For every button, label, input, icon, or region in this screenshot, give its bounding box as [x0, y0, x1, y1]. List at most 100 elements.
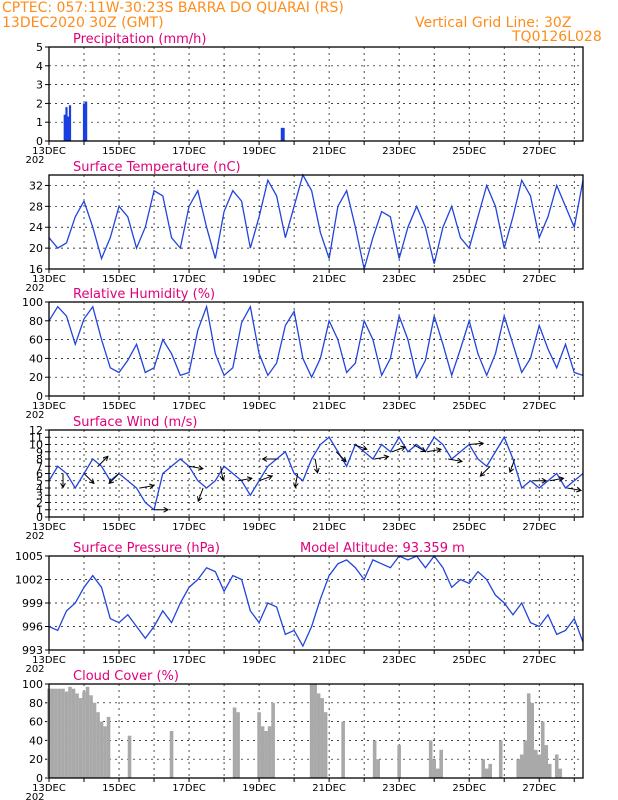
y-tick-label: 0	[36, 135, 43, 148]
y-tick-label: 20	[29, 371, 43, 384]
data-bar	[50, 688, 55, 778]
x-tick-label: 17DEC	[172, 655, 206, 666]
data-bar	[236, 712, 240, 778]
data-bar	[64, 691, 69, 778]
year-fragment: 202	[25, 664, 44, 675]
x-tick-label: 19DEC	[242, 274, 276, 285]
panel-frame	[48, 46, 584, 142]
x-tick-label: 25DEC	[452, 783, 486, 794]
x-tick-label: 27DEC	[522, 522, 556, 533]
y-tick-label: 20	[29, 242, 43, 255]
data-bar	[376, 759, 380, 778]
wind-arrow	[427, 447, 442, 453]
panel-frame	[48, 555, 584, 651]
x-tick-label: 17DEC	[172, 146, 206, 157]
data-bar	[432, 759, 436, 778]
data-bar	[57, 688, 62, 778]
series-line	[48, 304, 584, 380]
wind-arrow	[258, 474, 274, 482]
x-tick-label: 15DEC	[102, 783, 136, 794]
data-bar	[435, 768, 440, 778]
y-tick-label: 0	[36, 772, 43, 785]
y-tick-label: 28	[29, 200, 43, 213]
panel-title: Precipitation (mm/h)	[73, 32, 206, 47]
header-station: CPTEC: 057:11W-30:23S BARRA DO QUARAI (R…	[2, 0, 344, 16]
data-bar	[99, 721, 104, 778]
x-tick-label: 23DEC	[382, 783, 416, 794]
y-tick-label: 12	[29, 424, 43, 437]
year-fragment: 202	[25, 531, 44, 542]
x-tick-label: 17DEC	[172, 783, 206, 794]
x-tick-label: 17DEC	[172, 401, 206, 412]
x-tick-label: 13DEC	[32, 274, 66, 285]
panel-3: 0 20 40 60 80 100 13DEC 15DEC 17DEC 19DEC 21DEC 23D…	[22, 287, 584, 421]
data-bar	[78, 698, 83, 778]
header-date: 13DEC2020 30Z (GMT)	[2, 15, 164, 31]
y-tick-label: 20	[29, 753, 43, 766]
y-tick-label: 3	[36, 489, 43, 502]
data-bar	[92, 702, 97, 778]
y-tick-label: 100	[22, 296, 43, 309]
wind-arrow	[293, 473, 299, 489]
x-tick-label: 15DEC	[102, 274, 136, 285]
data-bar	[54, 688, 58, 778]
data-bar	[316, 693, 321, 778]
data-bar	[516, 759, 521, 778]
panel-frame	[48, 301, 584, 397]
x-tick-label: 21DEC	[312, 522, 346, 533]
y-tick-label: 40	[29, 352, 43, 365]
x-tick-label: 21DEC	[312, 401, 346, 412]
y-tick-label: 2	[36, 97, 43, 110]
y-tick-label: 32	[29, 179, 43, 192]
panel-subtitle: Model Altitude: 93.359 m	[300, 541, 465, 556]
x-tick-label: 17DEC	[172, 522, 206, 533]
x-tick-label: 13DEC	[32, 146, 66, 157]
y-tick-label: 5	[36, 41, 43, 54]
data-bar	[498, 740, 503, 778]
data-bar	[85, 686, 90, 778]
x-tick-label: 13DEC	[32, 655, 66, 666]
data-bar	[271, 702, 275, 778]
wind-arrow	[60, 473, 66, 489]
x-tick-label: 27DEC	[522, 655, 556, 666]
x-tick-label: 13DEC	[32, 783, 66, 794]
series-line	[48, 554, 584, 648]
year-fragment: 202	[25, 283, 44, 294]
x-tick-label: 19DEC	[242, 783, 276, 794]
data-bar	[323, 712, 328, 778]
data-bar	[232, 707, 237, 778]
header-code: TQ0126L028	[512, 29, 602, 45]
y-tick-label: 3	[36, 79, 43, 92]
y-tick-label: 5	[36, 475, 43, 488]
panel-title: Surface Temperature (nC)	[73, 160, 241, 175]
year-fragment: 202	[25, 792, 44, 800]
data-bar	[320, 698, 324, 778]
y-tick-label: 9	[36, 446, 43, 459]
panel-title: Cloud Cover (%)	[73, 669, 179, 684]
y-tick-label: 999	[22, 597, 43, 610]
x-tick-label: 25DEC	[452, 655, 486, 666]
x-tick-label: 19DEC	[242, 522, 276, 533]
data-bar	[65, 107, 68, 141]
header-grid-note: Vertical Grid Line: 30Z	[415, 15, 572, 31]
y-tick-label: 0	[36, 390, 43, 403]
wind-arrow	[197, 487, 204, 503]
data-bar	[267, 726, 272, 778]
y-tick-label: 1002	[15, 574, 43, 587]
x-tick-label: 13DEC	[32, 522, 66, 533]
x-tick-label: 15DEC	[102, 401, 136, 412]
data-bar	[169, 731, 174, 778]
x-tick-label: 19DEC	[242, 401, 276, 412]
x-tick-label: 23DEC	[382, 655, 416, 666]
y-tick-label: 993	[22, 644, 43, 657]
panel-frame	[48, 429, 584, 518]
y-tick-label: 80	[29, 697, 43, 710]
x-tick-label: 27DEC	[522, 783, 556, 794]
y-tick-label: 24	[29, 221, 43, 234]
y-tick-label: 1	[36, 504, 43, 517]
y-tick-label: 4	[36, 482, 43, 495]
data-bar	[68, 105, 72, 141]
x-tick-label: 23DEC	[382, 146, 416, 157]
data-bar	[558, 768, 563, 778]
